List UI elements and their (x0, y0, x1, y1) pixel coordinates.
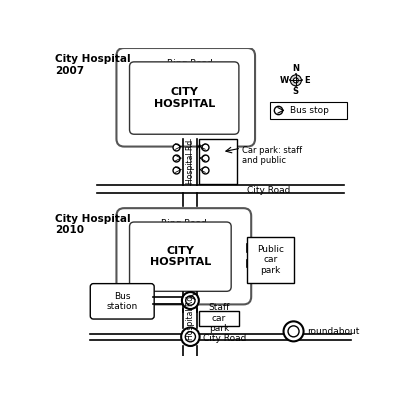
Bar (199, 310, 239, 326)
Text: Bus
station: Bus station (106, 292, 138, 311)
FancyBboxPatch shape (130, 62, 239, 134)
Text: E: E (304, 76, 310, 85)
Text: N: N (292, 64, 299, 73)
Text: Bus stop: Bus stop (290, 106, 329, 115)
Bar (247, 237, 294, 283)
FancyBboxPatch shape (130, 222, 231, 291)
FancyBboxPatch shape (90, 284, 154, 319)
Text: CITY
HOSPITAL: CITY HOSPITAL (150, 246, 211, 268)
Text: Hospital Rd: Hospital Rd (186, 140, 195, 184)
Bar (270, 102, 348, 119)
Text: Public
car
park: Public car park (257, 245, 284, 275)
Text: Hospital Rd: Hospital Rd (186, 296, 195, 340)
Text: CITY
HOSPITAL: CITY HOSPITAL (154, 87, 215, 109)
Circle shape (185, 332, 196, 342)
FancyBboxPatch shape (116, 208, 251, 304)
Text: Ring Road: Ring Road (161, 219, 207, 228)
FancyBboxPatch shape (116, 48, 255, 146)
Text: S: S (293, 87, 299, 96)
Text: City Road: City Road (247, 186, 291, 195)
Text: roundabout: roundabout (307, 327, 359, 336)
Text: W: W (280, 76, 289, 85)
Circle shape (293, 78, 298, 83)
Circle shape (186, 296, 195, 305)
Text: City Hospital
2007: City Hospital 2007 (55, 54, 130, 76)
Bar (199, 139, 237, 184)
Circle shape (288, 326, 299, 337)
Text: City Road: City Road (204, 334, 247, 344)
Text: Ring Road: Ring Road (167, 59, 212, 68)
Circle shape (181, 328, 200, 346)
Circle shape (182, 292, 199, 309)
Text: Car park: staff
and public: Car park: staff and public (242, 146, 302, 165)
Text: Staff
car
park: Staff car park (208, 303, 230, 333)
Text: City Hospital
2010: City Hospital 2010 (55, 214, 130, 235)
Circle shape (290, 75, 301, 86)
Circle shape (284, 321, 304, 341)
